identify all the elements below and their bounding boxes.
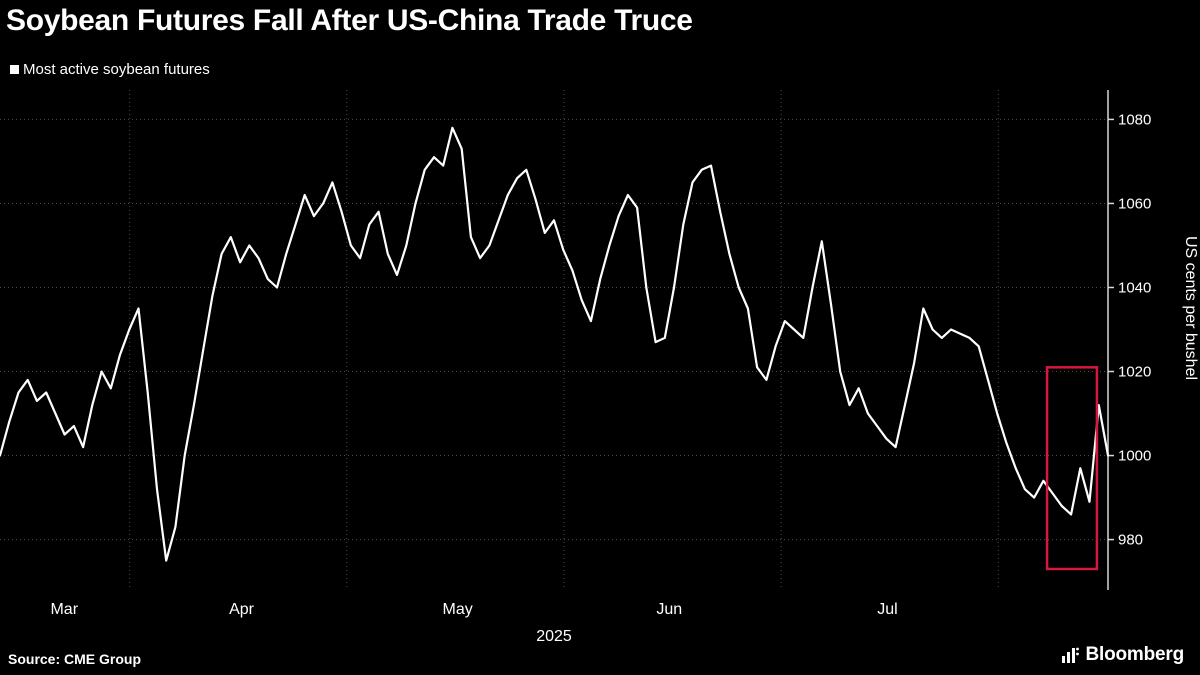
x-tick-label: Apr	[229, 601, 255, 618]
legend-square-marker-icon	[10, 65, 19, 74]
y-tick-label: 1020	[1118, 364, 1151, 381]
legend: Most active soybean futures	[10, 61, 210, 78]
x-axis-year-label: 2025	[536, 628, 572, 645]
y-tick-label: 1080	[1118, 111, 1151, 128]
x-tick-label: May	[442, 601, 472, 618]
bloomberg-logo-text: Bloomberg	[1085, 644, 1185, 665]
line-chart: 980 1000 1020 1040 1060 1080 Mar Apr May Jun Jul 20…	[0, 90, 1199, 645]
source-attribution: Source: CME Group	[8, 651, 142, 667]
legend-label: Most active soybean futures	[23, 61, 210, 78]
x-tick-label: Jul	[877, 601, 897, 618]
y-tick-label: 1000	[1118, 448, 1151, 465]
bloomberg-logo: Bloomberg	[1060, 644, 1184, 666]
bloomberg-logo-icon	[1061, 647, 1079, 663]
y-tick-label: 1040	[1118, 279, 1151, 296]
y-tick-label: 1060	[1118, 195, 1151, 212]
chart-title: Soybean Futures Fall After US-China Trad…	[6, 4, 693, 37]
y-tick-label: 980	[1118, 532, 1143, 549]
price-line	[0, 126, 1110, 562]
y-axis-title: US cents per bushel	[1182, 236, 1199, 380]
x-tick-label: Jun	[656, 601, 682, 618]
highlight-box	[1045, 366, 1099, 571]
x-tick-label: Mar	[50, 601, 78, 618]
